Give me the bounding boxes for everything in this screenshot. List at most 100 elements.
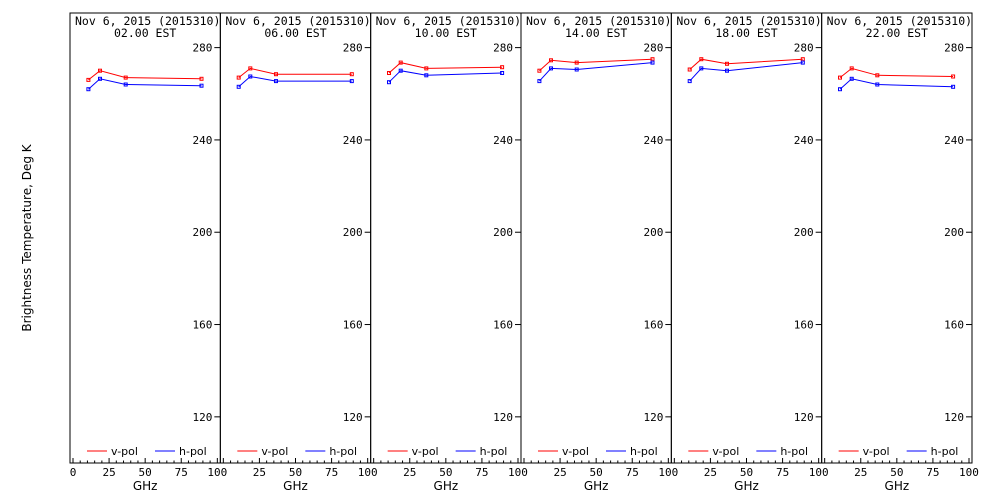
data-point-v-pol — [875, 73, 880, 78]
legend-label-v-pol: v-pol — [412, 445, 439, 458]
panel-time-title: 18.00 EST — [715, 26, 777, 40]
data-point-h-pol — [199, 83, 204, 88]
panel-1: Nov 6, 2015 (2015310)02.00 EST 120 160 200 2… — [69, 12, 227, 493]
y-tick-label: 240 — [944, 134, 964, 147]
data-point-v-pol — [86, 77, 91, 82]
panel-5: Nov 6, 2015 (2015310)18.00 EST 120 160 200 2… — [670, 12, 829, 493]
x-tick-label: 75 — [325, 466, 338, 479]
data-point-h-pol — [725, 68, 729, 73]
data-point-h-pol — [849, 76, 854, 81]
panel-2: Nov 6, 2015 (2015310)06.00 EST 120 160 200 2… — [219, 12, 378, 493]
x-tick-label: 75 — [776, 466, 789, 479]
y-tick-label: 240 — [343, 134, 363, 147]
x-tick-label: 25 — [704, 466, 717, 479]
data-point-h-pol — [500, 71, 505, 75]
legend-label-v-pol: v-pol — [111, 445, 138, 458]
x-tick-label: 25 — [854, 466, 867, 479]
panel-date-title: Nov 6, 2015 (2015310) — [225, 14, 370, 28]
y-tick-label: 240 — [643, 134, 663, 147]
series-line-v-pol — [88, 70, 202, 81]
panel-6: Nov 6, 2015 (2015310)22.00 EST 120 160 200 2… — [821, 12, 979, 493]
x-tick-label: 100 — [658, 466, 678, 479]
x-axis-label: GHz — [885, 479, 910, 493]
data-point-h-pol — [398, 68, 403, 73]
panel-time-title: 14.00 EST — [565, 26, 627, 40]
data-point-v-pol — [123, 75, 128, 80]
y-tick-label: 120 — [343, 411, 363, 424]
x-axis-label: GHz — [584, 479, 609, 493]
data-point-h-pol — [574, 67, 579, 72]
panel-3: Nov 6, 2015 (2015310)10.00 EST 120 160 200 2… — [370, 12, 528, 493]
data-point-v-pol — [236, 75, 241, 80]
panel-time-title: 02.00 EST — [114, 26, 176, 40]
series-line-v-pol — [238, 67, 352, 78]
y-tick-label: 160 — [343, 319, 363, 332]
data-point-h-pol — [699, 66, 704, 71]
panel-4: Nov 6, 2015 (2015310)14.00 EST 120 160 200 2… — [520, 12, 678, 493]
x-tick-label: 75 — [175, 466, 188, 479]
data-point-h-pol — [951, 84, 956, 89]
data-point-h-pol — [123, 82, 128, 87]
x-tick-label: 25 — [403, 466, 416, 479]
legend-label-h-pol: h-pol — [630, 445, 658, 458]
series-line-v-pol — [539, 58, 653, 72]
data-point-h-pol — [875, 82, 880, 87]
x-tick-label: 50 — [439, 466, 452, 479]
legend-label-v-pol: v-pol — [562, 445, 589, 458]
y-axis-label: Brightness Temperature, Deg K — [20, 143, 34, 331]
panel-time-title: 10.00 EST — [415, 26, 477, 40]
data-point-v-pol — [387, 71, 391, 75]
y-tick-label: 120 — [643, 411, 663, 424]
y-tick-label: 200 — [343, 226, 363, 239]
x-tick-label: 100 — [358, 466, 378, 479]
legend-label-v-pol: v-pol — [261, 445, 288, 458]
data-point-v-pol — [398, 60, 403, 65]
data-point-h-pol — [349, 79, 354, 84]
legend-label-h-pol: h-pol — [480, 445, 508, 458]
x-tick-label: 50 — [590, 466, 603, 479]
x-tick-label: 50 — [740, 466, 753, 479]
x-tick-label: 100 — [809, 466, 829, 479]
y-tick-label: 120 — [794, 411, 814, 424]
data-point-h-pol — [650, 60, 655, 65]
x-axis-label: GHz — [434, 479, 459, 493]
data-point-h-pol — [549, 66, 553, 71]
x-tick-label: 75 — [926, 466, 939, 479]
x-tick-label: 100 — [959, 466, 979, 479]
legend-label-h-pol: h-pol — [179, 445, 207, 458]
x-tick-label: 75 — [626, 466, 639, 479]
data-point-v-pol — [838, 75, 842, 80]
data-point-v-pol — [574, 60, 579, 65]
legend-label-h-pol: h-pol — [780, 445, 808, 458]
series-line-h-pol — [238, 75, 352, 88]
panel-date-title: Nov 6, 2015 (2015310) — [75, 14, 220, 28]
data-point-h-pol — [537, 79, 542, 84]
data-point-v-pol — [699, 57, 704, 62]
y-tick-label: 280 — [192, 42, 212, 55]
x-tick-label: 50 — [890, 466, 903, 479]
series-line-h-pol — [388, 70, 503, 83]
data-point-h-pol — [387, 80, 391, 85]
data-point-v-pol — [274, 72, 278, 77]
y-tick-label: 280 — [794, 42, 814, 55]
series-line-h-pol — [539, 62, 653, 82]
data-point-h-pol — [800, 60, 805, 65]
y-tick-label: 160 — [493, 319, 513, 332]
x-axis-label: GHz — [133, 479, 158, 493]
x-tick-label: 50 — [139, 466, 152, 479]
panel-time-title: 06.00 EST — [264, 26, 326, 40]
data-point-h-pol — [424, 73, 429, 78]
series-line-v-pol — [388, 62, 503, 74]
legend-label-v-pol: v-pol — [863, 445, 890, 458]
data-point-v-pol — [725, 61, 729, 66]
y-tick-label: 200 — [192, 226, 212, 239]
data-point-v-pol — [849, 66, 854, 71]
x-tick-label: 25 — [102, 466, 115, 479]
data-point-v-pol — [951, 74, 956, 79]
data-point-v-pol — [248, 66, 253, 71]
y-tick-label: 240 — [192, 134, 212, 147]
y-tick-label: 160 — [643, 319, 663, 332]
data-point-h-pol — [838, 87, 842, 92]
x-tick-label: 0 — [70, 466, 77, 479]
